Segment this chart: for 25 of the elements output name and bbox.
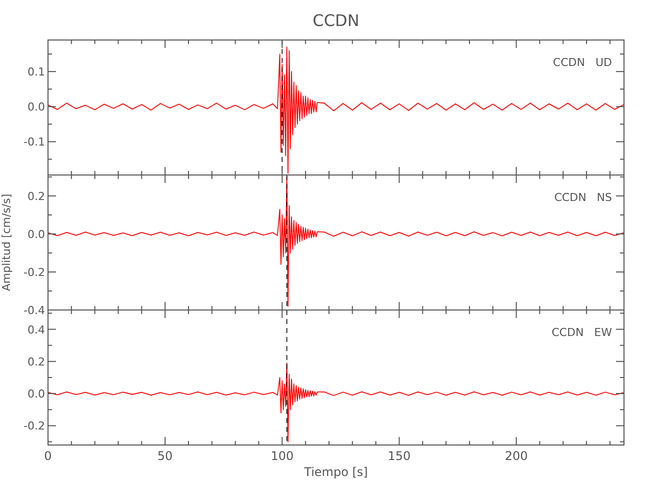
x-tick-label: 0 bbox=[44, 449, 52, 463]
x-axis-title: Tiempo [s] bbox=[303, 465, 368, 479]
chart-title: CCDN bbox=[312, 11, 360, 30]
y-tick-label: -0.1 bbox=[24, 136, 45, 149]
x-tick-label: 100 bbox=[270, 449, 294, 463]
y-tick-label: 0.4 bbox=[28, 323, 45, 336]
y-tick-label: -0.2 bbox=[24, 420, 45, 433]
annotation: CCDN UD bbox=[552, 56, 612, 69]
x-tick-label: 150 bbox=[388, 449, 411, 463]
y-tick-label: 0.2 bbox=[28, 355, 45, 368]
line-series bbox=[48, 176, 624, 307]
annotation: CCDN EW bbox=[552, 326, 612, 339]
y-axis-title: Amplitud [cm/s/s] bbox=[0, 194, 13, 292]
line-series bbox=[48, 362, 624, 442]
y-tick-label: -0.4 bbox=[24, 304, 45, 317]
x-tick-label: 200 bbox=[504, 449, 528, 463]
line-series bbox=[48, 46, 624, 174]
annotation: CCDN NS bbox=[554, 191, 612, 204]
y-tick-label: 0.0 bbox=[28, 100, 45, 114]
y-tick-label: 0.0 bbox=[28, 228, 45, 241]
y-tick-label: 0.2 bbox=[28, 190, 45, 203]
x-tick-label: 50 bbox=[157, 449, 173, 463]
y-tick-label: 0.1 bbox=[28, 66, 45, 79]
y-tick-label: 0.0 bbox=[28, 388, 45, 401]
y-tick-label: -0.2 bbox=[24, 266, 45, 279]
